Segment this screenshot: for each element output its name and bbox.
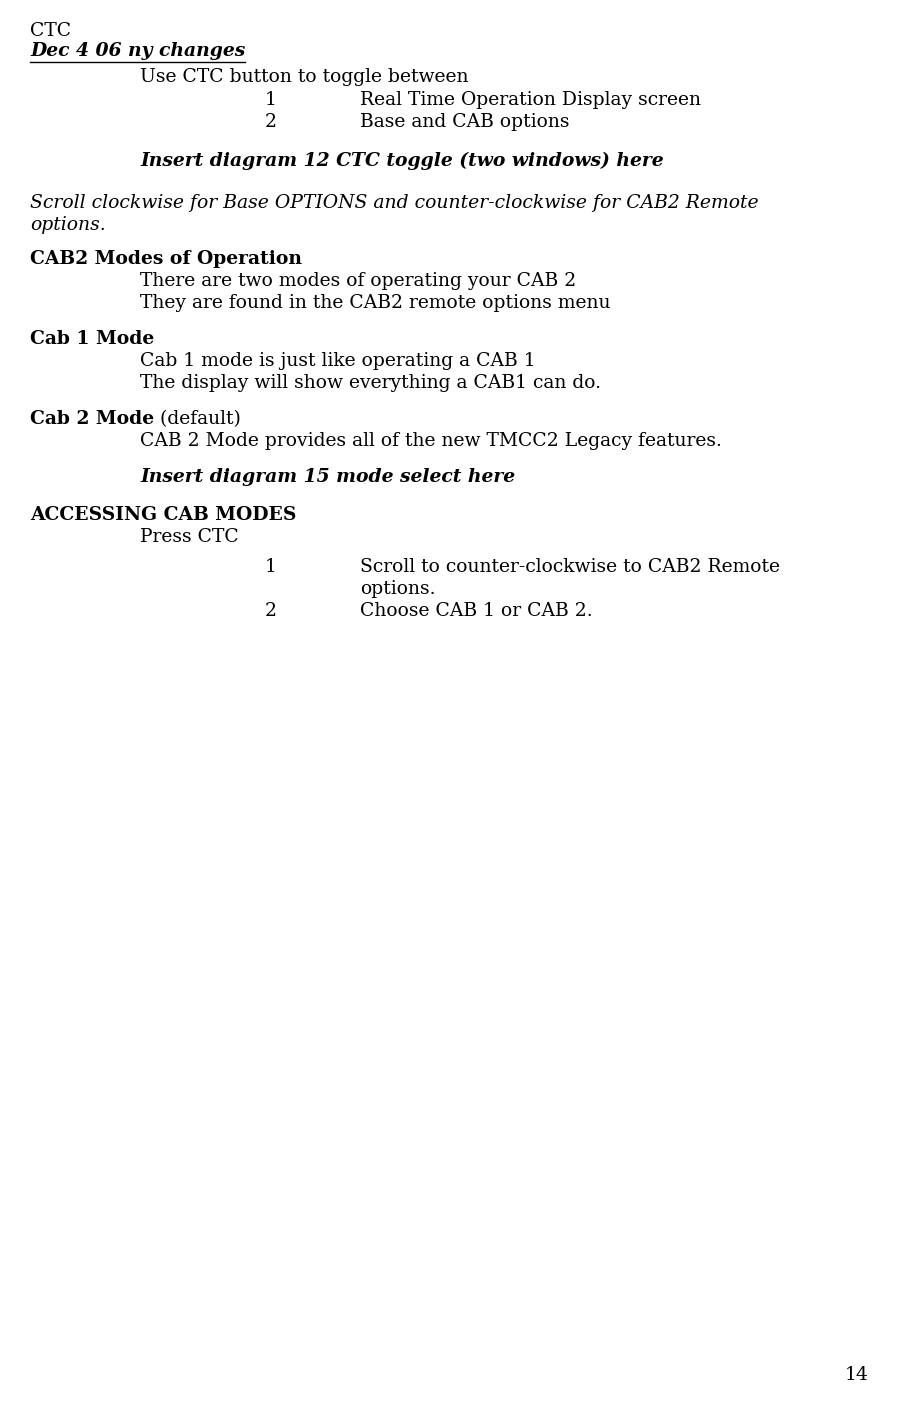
Text: Base and CAB options: Base and CAB options [360,113,569,131]
Text: Scroll to counter-clockwise to CAB2 Remote: Scroll to counter-clockwise to CAB2 Remo… [360,558,780,576]
Text: options.: options. [30,216,106,234]
Text: There are two modes of operating your CAB 2: There are two modes of operating your CA… [140,273,576,289]
Text: Real Time Operation Display screen: Real Time Operation Display screen [360,90,701,109]
Text: Use CTC button to toggle between: Use CTC button to toggle between [140,68,468,86]
Text: Choose CAB 1 or CAB 2.: Choose CAB 1 or CAB 2. [360,602,592,620]
Text: CTC: CTC [30,23,71,40]
Text: options.: options. [360,580,435,599]
Text: 14: 14 [845,1365,869,1384]
Text: Press CTC: Press CTC [140,528,239,546]
Text: Scroll clockwise for Base OPTIONS and counter-clockwise for CAB2 Remote: Scroll clockwise for Base OPTIONS and co… [30,193,759,212]
Text: Insert diagram 12 CTC toggle (two windows) here: Insert diagram 12 CTC toggle (two window… [140,152,663,171]
Text: 2: 2 [265,113,277,131]
Text: 2: 2 [265,602,277,620]
Text: Cab 1 mode is just like operating a CAB 1: Cab 1 mode is just like operating a CAB … [140,352,536,370]
Text: CAB 2 Mode provides all of the new TMCC2 Legacy features.: CAB 2 Mode provides all of the new TMCC2… [140,432,722,450]
Text: CAB2 Modes of Operation: CAB2 Modes of Operation [30,250,302,268]
Text: They are found in the CAB2 remote options menu: They are found in the CAB2 remote option… [140,294,610,312]
Text: 1: 1 [265,90,277,109]
Text: ACCESSING CAB MODES: ACCESSING CAB MODES [30,505,297,524]
Text: The display will show everything a CAB1 can do.: The display will show everything a CAB1 … [140,374,601,393]
Text: Cab 1 Mode: Cab 1 Mode [30,330,155,347]
Text: Cab 2 Mode: Cab 2 Mode [30,409,154,428]
Text: (default): (default) [154,409,241,428]
Text: Insert diagram 15 mode select here: Insert diagram 15 mode select here [140,467,515,486]
Text: Dec 4 06 ny changes: Dec 4 06 ny changes [30,42,245,59]
Text: 1: 1 [265,558,277,576]
